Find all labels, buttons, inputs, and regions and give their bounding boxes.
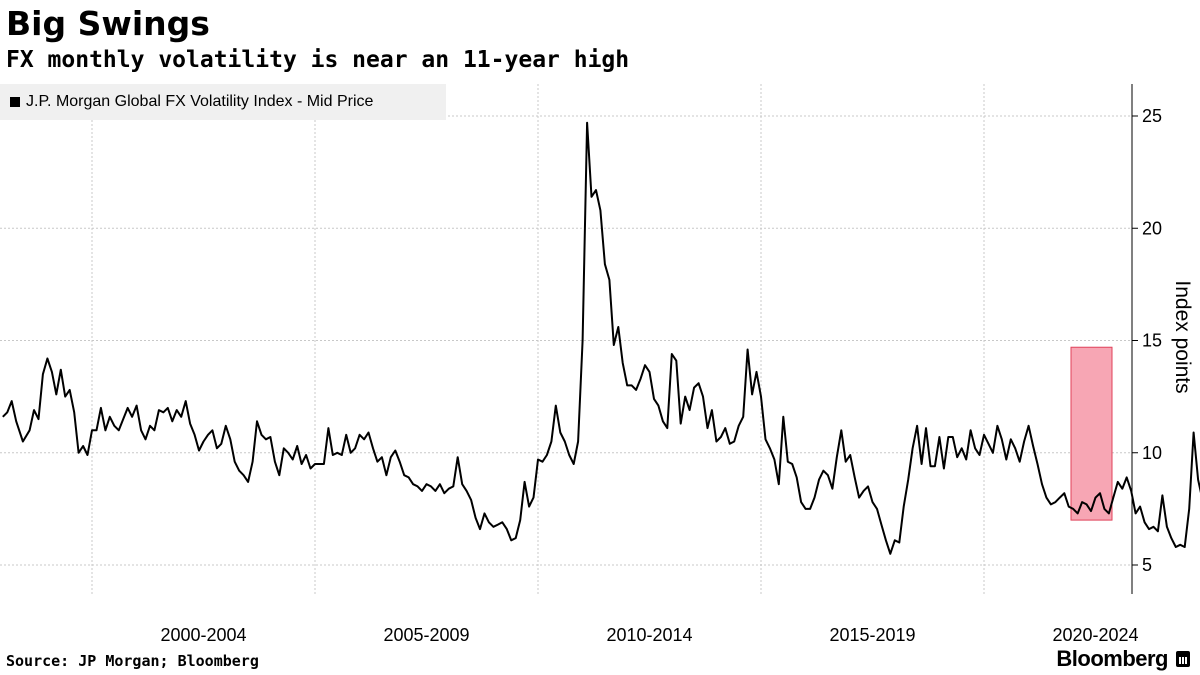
y-axis: 5 10 15 20 25 Index points [1131,84,1194,594]
legend-label: J.P. Morgan Global FX Volatility Index -… [26,93,374,110]
series-line [2,121,1200,555]
grid-lines [0,84,1132,594]
chart-title: Big Swings [6,4,210,43]
y-tick-label: 10 [1142,443,1162,463]
source-note: Source: JP Morgan; Bloomberg [6,652,259,670]
y-tick-label: 5 [1142,555,1152,575]
x-tick-label: 2005-2009 [383,625,469,645]
brand-logo-text: Bloomberg [1056,646,1168,671]
y-axis-title: Index points [1171,280,1194,393]
legend-swatch [10,97,20,107]
x-axis-labels: 2000-2004 2005-2009 2010-2014 2015-2019 2020… [160,625,1138,645]
legend: J.P. Morgan Global FX Volatility Index -… [0,84,446,120]
highlight-box [1070,346,1113,521]
bar-chart-icon [1176,651,1190,667]
y-tick-label: 20 [1142,218,1162,238]
highlight-region [1070,346,1113,521]
x-tick-label: 2020-2024 [1052,625,1138,645]
y-tick-label: 25 [1142,106,1162,126]
x-tick-label: 2000-2004 [160,625,246,645]
x-tick-label: 2010-2014 [606,625,692,645]
series-lines [2,121,1200,555]
x-tick-label: 2015-2019 [829,625,915,645]
brand: Bloomberg [1056,646,1190,672]
chart-subtitle: FX monthly volatility is near an 11-year… [6,47,630,73]
y-tick-label: 15 [1142,331,1162,351]
